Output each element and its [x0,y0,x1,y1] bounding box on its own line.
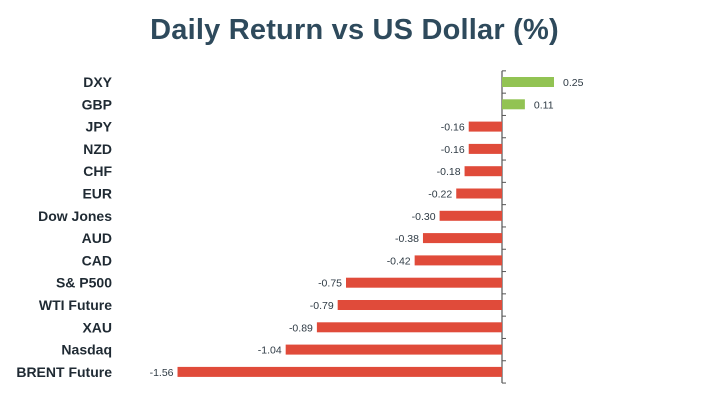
chart-title: Daily Return vs US Dollar (%) [150,14,559,46]
category-label: BRENT Future [16,364,112,380]
data-label: -1.56 [150,367,174,379]
category-label: EUR [82,186,112,202]
category-label: Dow Jones [38,208,112,224]
bar [285,344,502,355]
data-label: -0.38 [395,233,419,245]
bar [177,366,502,377]
bar [468,143,502,154]
bar [439,210,502,221]
data-label: -1.04 [258,345,282,357]
bar [422,233,502,244]
bar [502,77,554,87]
bar [464,166,502,177]
data-label: -0.22 [428,189,452,201]
category-label: S& P500 [56,275,112,291]
bar [502,99,525,110]
data-label: -0.30 [412,211,436,223]
bar [337,300,502,310]
category-label: CAD [82,252,112,268]
category-label: WTI Future [39,297,112,313]
category-label: DXY [83,74,112,90]
data-label: -0.75 [318,278,342,290]
data-label: -0.16 [441,122,465,134]
bar [456,188,502,199]
bar [316,322,502,333]
category-label: CHF [83,163,112,179]
data-label: -0.42 [387,255,411,267]
category-label: JPY [86,119,113,135]
category-label: GBP [82,96,112,112]
bar [346,277,502,288]
bar [468,121,502,132]
category-label: XAU [82,319,112,335]
data-label: -0.79 [310,300,334,312]
category-label: Nasdaq [61,342,112,358]
category-label: AUD [82,230,112,246]
data-label: -0.18 [437,166,461,178]
data-label: -0.89 [289,322,313,334]
category-label: NZD [83,141,112,157]
data-label: 0.11 [534,99,554,111]
data-label: -0.16 [441,144,465,156]
data-label: 0.25 [563,77,584,89]
bar [414,255,502,266]
